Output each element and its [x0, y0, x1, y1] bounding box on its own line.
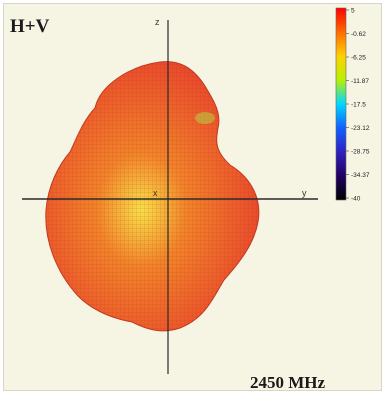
colorbar-tick-label: -17.5: [351, 102, 366, 109]
colorbar: [335, 7, 347, 201]
colorbar-tick-label: -23.12: [351, 125, 370, 132]
colorbar-tick-label: -40: [351, 196, 361, 203]
colorbar-ticks: 5 -0.62 -6.25 -11.87 -17.5 -23.12 -28.75 -34.37…: [346, 8, 370, 203]
vertical-axis-label: z: [155, 17, 160, 27]
colorbar-tick-label: -28.75: [351, 149, 370, 156]
origin-axis-label: x: [153, 188, 158, 198]
colorbar-tick-label: -6.25: [351, 55, 366, 62]
pattern-highlight: [195, 112, 215, 124]
colorbar-tick-label: -11.87: [351, 78, 369, 85]
colorbar-tick-label: 5: [351, 8, 355, 15]
colorbar-tick-label: -0.62: [351, 31, 366, 38]
colorbar-tick-label: -34.37: [351, 172, 370, 179]
frequency-label: 2450 MHz: [250, 373, 326, 392]
chart-title: H+V: [10, 16, 50, 37]
horizontal-axis-label: y: [302, 188, 307, 198]
